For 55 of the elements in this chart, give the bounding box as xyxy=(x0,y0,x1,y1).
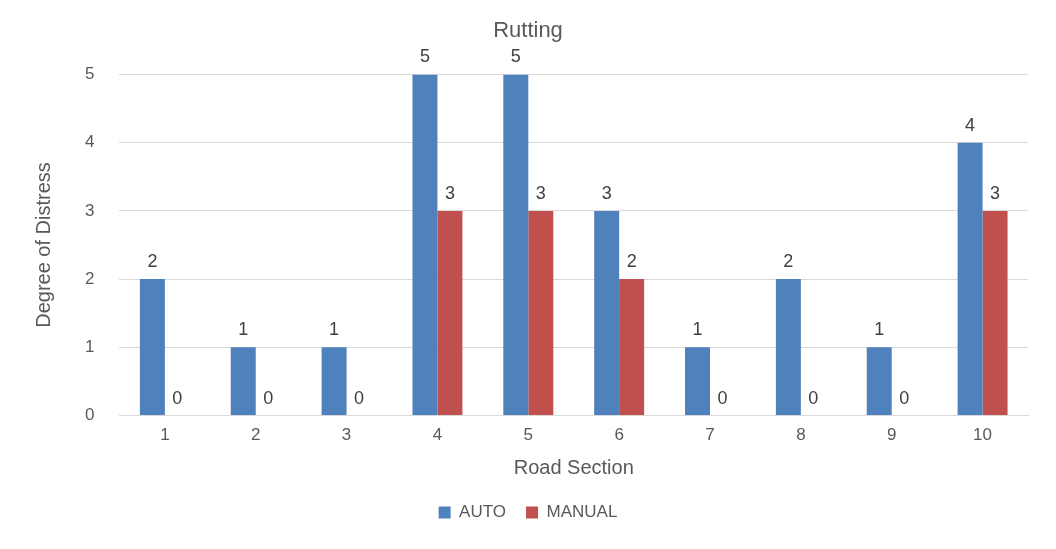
x-tick-label: 8 xyxy=(796,425,806,445)
chart-title: Rutting xyxy=(493,17,563,43)
y-tick-label: 5 xyxy=(84,64,95,84)
y-axis-title: Degree of Distress xyxy=(31,162,54,328)
data-label: 0 xyxy=(263,387,274,408)
legend-label: AUTO xyxy=(459,502,507,522)
data-label: 4 xyxy=(965,114,976,135)
bar xyxy=(437,210,463,416)
x-tick-label: 6 xyxy=(614,425,624,445)
bar xyxy=(957,142,983,416)
bar xyxy=(503,74,529,416)
bar xyxy=(230,347,256,416)
data-label: 2 xyxy=(147,251,158,272)
x-tick-label: 10 xyxy=(973,425,993,445)
x-axis-title: Road Section xyxy=(513,455,634,478)
bar xyxy=(594,210,620,416)
y-tick-label: 4 xyxy=(84,132,95,152)
bar xyxy=(982,210,1008,416)
data-label: 1 xyxy=(692,319,703,340)
bar xyxy=(775,279,801,416)
data-label: 0 xyxy=(808,387,819,408)
data-label: 2 xyxy=(626,251,637,272)
bar xyxy=(321,347,347,416)
y-tick-label: 0 xyxy=(84,405,95,425)
bar xyxy=(412,74,438,416)
y-tick-label: 2 xyxy=(84,268,95,288)
data-label: 5 xyxy=(510,46,521,67)
data-label: 1 xyxy=(329,319,340,340)
x-tick-label: 2 xyxy=(251,425,261,445)
x-tick-label: 9 xyxy=(886,425,897,445)
data-label: 1 xyxy=(874,319,885,340)
data-label: 0 xyxy=(899,387,910,408)
data-label: 3 xyxy=(990,182,1001,203)
y-tick-label: 1 xyxy=(84,337,95,357)
x-tick-label: 5 xyxy=(523,425,534,445)
data-label: 2 xyxy=(783,251,794,272)
bar xyxy=(139,279,165,416)
x-tick-label: 1 xyxy=(160,425,170,445)
data-label: 3 xyxy=(444,182,455,203)
bar xyxy=(619,279,645,416)
data-label: 0 xyxy=(717,387,728,408)
x-tick-label: 3 xyxy=(341,425,352,445)
data-label: 0 xyxy=(354,387,365,408)
data-label: 5 xyxy=(419,46,430,67)
legend-label: MANUAL xyxy=(546,502,618,522)
data-label: 1 xyxy=(238,319,249,340)
x-tick-label: 7 xyxy=(705,425,715,445)
x-tick-label: 4 xyxy=(432,425,443,445)
bar xyxy=(685,347,711,416)
data-label: 3 xyxy=(535,182,546,203)
bar xyxy=(866,347,892,416)
data-label: 0 xyxy=(172,387,183,408)
y-tick-label: 3 xyxy=(84,200,95,220)
data-label: 3 xyxy=(601,182,612,203)
bar xyxy=(528,210,554,416)
